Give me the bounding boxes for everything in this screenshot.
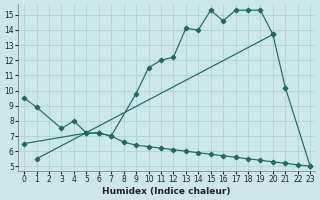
X-axis label: Humidex (Indice chaleur): Humidex (Indice chaleur) xyxy=(102,187,231,196)
